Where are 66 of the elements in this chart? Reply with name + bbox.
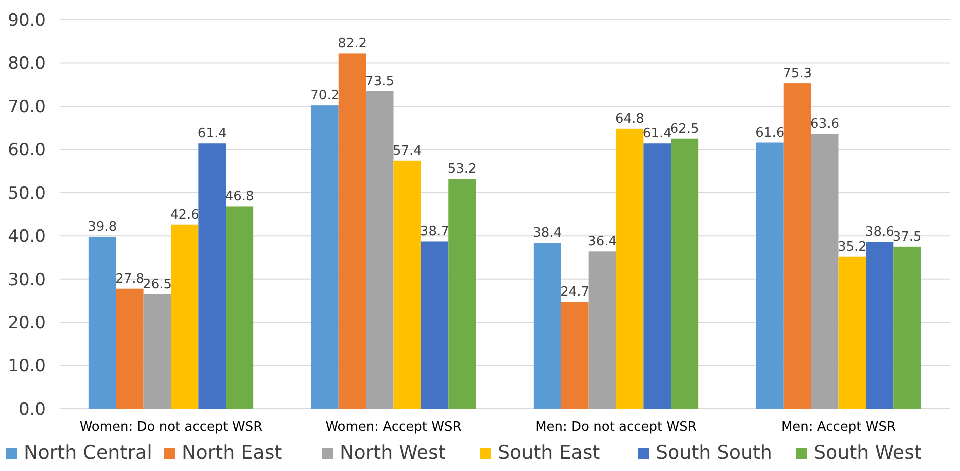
data-label: 61.4 (198, 126, 227, 142)
bar (171, 224, 199, 409)
data-label: 38.4 (533, 226, 562, 242)
y-tick-label: 70.0 (8, 97, 46, 118)
data-label: 73.5 (366, 74, 395, 90)
bar (671, 138, 699, 409)
x-tick-label: Men: Do not accept WSR (536, 420, 697, 435)
data-label: 61.6 (756, 126, 785, 141)
data-label: 53.2 (448, 162, 477, 178)
y-tick-label: 10.0 (8, 356, 46, 377)
legend-label: South South (656, 442, 772, 464)
data-label: 37.5 (892, 230, 922, 245)
data-label: 57.4 (392, 144, 422, 159)
bar (561, 302, 589, 409)
bar (311, 106, 339, 409)
data-label: 39.8 (88, 220, 118, 235)
bar (421, 242, 449, 409)
y-tick-label: 20.0 (8, 314, 46, 334)
bar (144, 294, 172, 409)
y-tick-label: 50.0 (8, 184, 46, 204)
bar (811, 134, 839, 409)
y-tick-label: 80.0 (8, 54, 46, 74)
data-label: 70.2 (310, 88, 340, 104)
y-tick-label: 90.0 (8, 10, 46, 31)
bar (394, 160, 422, 409)
bar (448, 179, 476, 409)
bar (784, 84, 812, 409)
legend-label: North Central (24, 442, 152, 464)
bar (644, 144, 672, 409)
bar (88, 236, 116, 409)
data-label: 24.7 (560, 285, 590, 300)
bar (838, 256, 866, 409)
data-label: 64.8 (615, 112, 644, 127)
data-label: 38.7 (420, 224, 450, 240)
bar (866, 242, 894, 409)
legend-label: South West (814, 442, 922, 464)
data-label: 26.5 (143, 277, 172, 292)
legend-label: North East (182, 442, 282, 464)
data-label: 46.8 (225, 190, 254, 205)
y-tick-label: 60.0 (8, 140, 46, 161)
bar (198, 144, 226, 409)
data-label: 61.4 (642, 126, 672, 142)
data-label: 75.3 (783, 66, 812, 82)
y-tick-label: 40.0 (8, 227, 46, 248)
bar (534, 243, 562, 409)
data-label: 38.6 (865, 225, 894, 240)
bar (366, 91, 394, 409)
data-label: 42.6 (170, 208, 200, 223)
x-tick-label: Women: Accept WSR (326, 420, 462, 435)
x-tick-label: Women: Do not accept WSR (80, 420, 263, 435)
bar (338, 54, 366, 409)
bar (226, 206, 254, 409)
data-label: 35.2 (838, 240, 867, 255)
x-tick-label: Men: Accept WSR (781, 420, 896, 435)
y-tick-label: 30.0 (8, 270, 46, 290)
bar (588, 252, 616, 409)
bar (894, 246, 922, 409)
bar (756, 142, 784, 409)
legend-label: North West (340, 442, 446, 464)
data-label: 82.2 (338, 36, 368, 52)
bar (616, 128, 644, 409)
data-label: 27.8 (116, 272, 145, 287)
bar (116, 288, 144, 409)
legend-label: South East (498, 442, 600, 464)
data-label: 62.5 (670, 122, 700, 137)
y-tick-label: 0.0 (18, 400, 46, 420)
